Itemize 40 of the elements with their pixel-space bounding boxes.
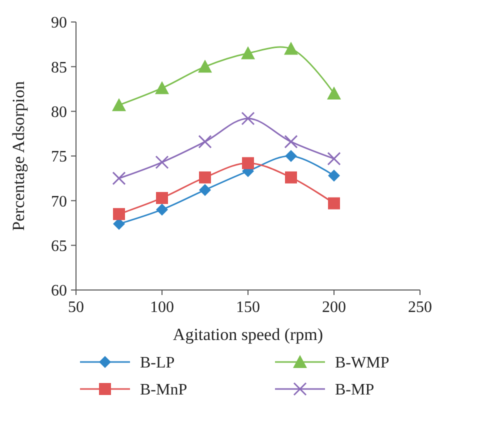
point bbox=[155, 81, 169, 94]
legend-label: B-WMP bbox=[335, 354, 390, 372]
y-tick-label: 90 bbox=[51, 14, 67, 32]
x-tick-label: 50 bbox=[68, 299, 84, 316]
y-tick-label: 60 bbox=[51, 282, 67, 300]
point bbox=[198, 134, 212, 148]
point bbox=[156, 204, 168, 216]
x-tick-label: 150 bbox=[236, 299, 260, 316]
point bbox=[198, 60, 212, 73]
point bbox=[242, 157, 254, 170]
y-tick-label: 75 bbox=[51, 148, 67, 166]
point bbox=[112, 98, 126, 112]
point bbox=[328, 197, 340, 210]
point bbox=[112, 172, 126, 186]
y-axis-title: Percentage Adsorpion bbox=[9, 80, 28, 231]
x-axis-title: Agitation speed (rpm) bbox=[172, 325, 324, 344]
point bbox=[327, 152, 341, 166]
x-tick-label: 100 bbox=[150, 299, 174, 316]
legend-label: B-MnP bbox=[140, 382, 188, 399]
legend-label: B-LP bbox=[140, 354, 175, 372]
legend-label: B-MP bbox=[335, 382, 374, 399]
point bbox=[241, 46, 255, 60]
y-tick-label: 85 bbox=[51, 59, 67, 76]
point bbox=[285, 171, 297, 184]
point bbox=[155, 156, 169, 170]
point bbox=[199, 184, 211, 196]
x-tick-label: 200 bbox=[322, 299, 346, 316]
point bbox=[156, 192, 168, 204]
point bbox=[113, 208, 125, 220]
y-tick-label: 80 bbox=[51, 104, 67, 121]
point bbox=[284, 134, 298, 148]
y-tick-label: 65 bbox=[51, 238, 67, 255]
point bbox=[284, 42, 298, 55]
point bbox=[199, 171, 211, 184]
x-tick-label: 250 bbox=[408, 299, 432, 316]
y-tick-label: 70 bbox=[51, 193, 67, 210]
point bbox=[328, 170, 340, 182]
point bbox=[327, 86, 341, 100]
point bbox=[241, 112, 255, 126]
point bbox=[285, 150, 297, 162]
